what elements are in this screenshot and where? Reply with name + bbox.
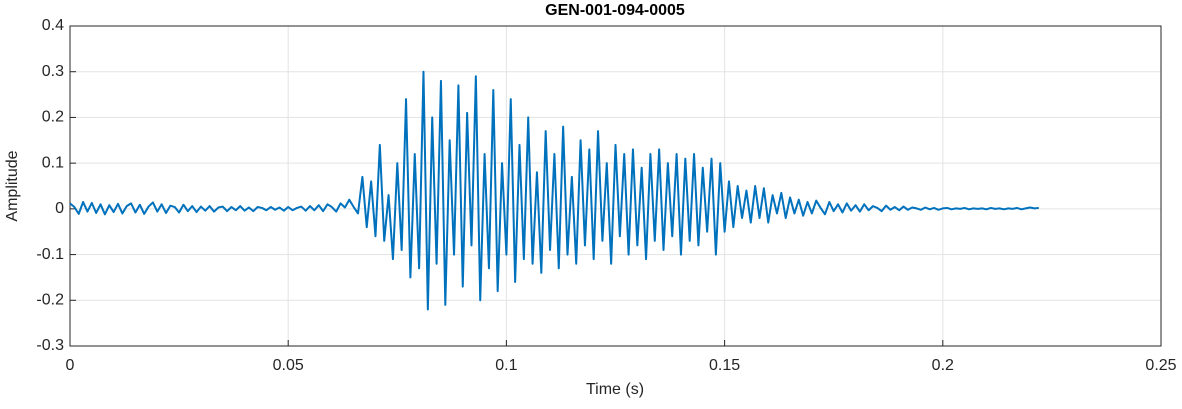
y-tick-label: 0	[55, 200, 64, 217]
plot-frame	[69, 25, 1162, 347]
y-tick-label: 0.3	[42, 63, 64, 80]
x-tick-label: 0.1	[495, 357, 517, 374]
x-tick-label: 0.05	[273, 357, 304, 374]
x-tick-label: 0	[66, 357, 75, 374]
y-tick-label: 0.2	[42, 109, 64, 126]
y-tick-label: -0.3	[36, 337, 64, 354]
y-tick-label: 0.4	[42, 17, 64, 34]
y-tick-label: 0.1	[42, 154, 64, 171]
y-axis-label: Amplitude	[4, 150, 21, 221]
chart-title: GEN-001-094-0005	[545, 2, 685, 19]
y-tick-label: -0.1	[36, 246, 64, 263]
x-tick-label: 0.15	[709, 357, 740, 374]
x-axis-label: Time (s)	[586, 381, 644, 398]
x-tick-label: 0.25	[1145, 357, 1176, 374]
x-tick-label: 0.2	[932, 357, 954, 374]
waveform-line	[69, 70, 1039, 311]
y-tick-label: -0.2	[36, 292, 64, 309]
